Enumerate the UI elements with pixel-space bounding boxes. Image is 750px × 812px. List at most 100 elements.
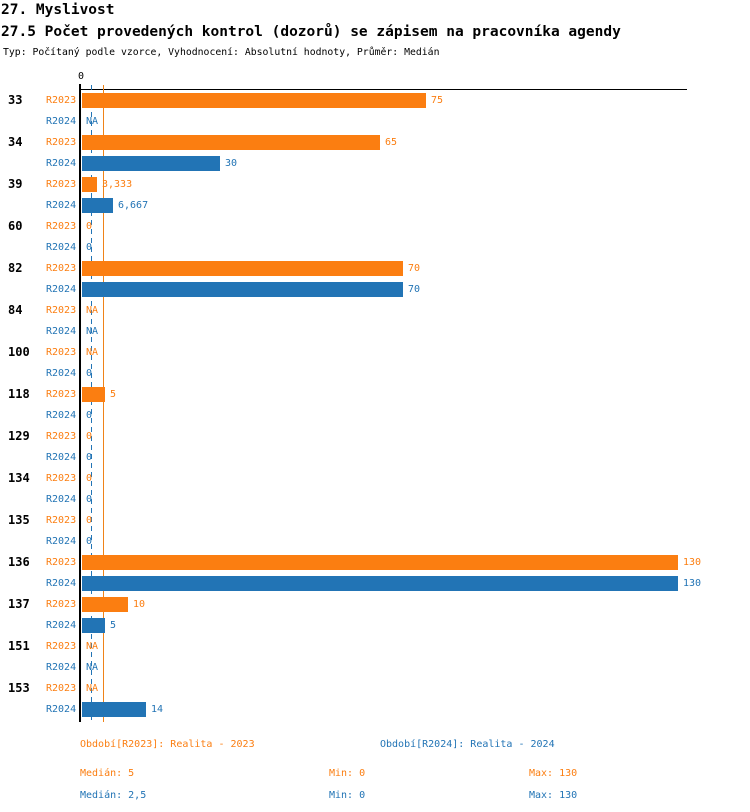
bar-r2023-136 — [82, 555, 678, 570]
value-label-r2023-134: 0 — [86, 473, 93, 484]
value-label-r2024-33: NA — [86, 116, 99, 127]
bar-r2023-33 — [82, 93, 426, 108]
stat-min-r2024: Min: 0 — [329, 790, 366, 801]
legend-entry-r2023: Období[R2023]: Realita - 2023 — [80, 739, 255, 750]
value-label-r2023-33: 75 — [431, 95, 444, 106]
stat-median-r2023: Medián: 5 — [80, 768, 135, 779]
bar-r2024-34 — [82, 156, 220, 171]
bar-r2023-137 — [82, 597, 128, 612]
series-label-r2023-137: R2023 — [46, 599, 77, 610]
value-label-r2023-118: 5 — [110, 389, 117, 400]
series-label-r2024-134: R2024 — [46, 494, 77, 505]
category-label-100: 100 — [8, 345, 30, 359]
category-label-136: 136 — [8, 555, 30, 569]
series-label-r2024-84: R2024 — [46, 326, 77, 337]
category-label-137: 137 — [8, 597, 30, 611]
category-label-60: 60 — [8, 219, 23, 233]
bar-r2023-39 — [82, 177, 97, 192]
bar-r2024-39 — [82, 198, 113, 213]
stat-median-r2024: Medián: 2,5 — [80, 790, 147, 801]
series-label-r2023-153: R2023 — [46, 683, 77, 694]
category-label-129: 129 — [8, 429, 30, 443]
series-label-r2023-134: R2023 — [46, 473, 77, 484]
category-label-84: 84 — [8, 303, 23, 317]
x-axis-line — [79, 89, 687, 90]
category-label-39: 39 — [8, 177, 23, 191]
value-label-r2023-100: NA — [86, 347, 99, 358]
value-label-r2024-34: 30 — [225, 158, 238, 169]
value-label-r2024-129: 0 — [86, 452, 93, 463]
value-label-r2024-135: 0 — [86, 536, 93, 547]
series-label-r2023-84: R2023 — [46, 305, 77, 316]
median-reference-line-r2023 — [103, 85, 104, 722]
y-axis-line — [79, 84, 81, 722]
legend-entry-r2024: Období[R2024]: Realita - 2024 — [380, 739, 555, 750]
bar-r2023-118 — [82, 387, 105, 402]
category-label-118: 118 — [8, 387, 30, 401]
value-label-r2024-82: 70 — [408, 284, 421, 295]
stat-max-r2023: Max: 130 — [529, 768, 578, 779]
value-label-r2023-60: 0 — [86, 221, 93, 232]
value-label-r2024-84: NA — [86, 326, 99, 337]
value-label-r2024-137: 5 — [110, 620, 117, 631]
value-label-r2024-100: 0 — [86, 368, 93, 379]
series-label-r2024-60: R2024 — [46, 242, 77, 253]
series-label-r2023-33: R2023 — [46, 95, 77, 106]
series-label-r2024-153: R2024 — [46, 704, 77, 715]
category-label-82: 82 — [8, 261, 23, 275]
series-label-r2024-118: R2024 — [46, 410, 77, 421]
category-label-153: 153 — [8, 681, 30, 695]
value-label-r2024-136: 130 — [683, 578, 702, 589]
bar-r2024-136 — [82, 576, 678, 591]
category-label-135: 135 — [8, 513, 30, 527]
value-label-r2024-153: 14 — [151, 704, 164, 715]
series-label-r2023-151: R2023 — [46, 641, 77, 652]
series-label-r2023-129: R2023 — [46, 431, 77, 442]
category-label-134: 134 — [8, 471, 30, 485]
value-label-r2024-118: 0 — [86, 410, 93, 421]
series-label-r2024-135: R2024 — [46, 536, 77, 547]
series-label-r2024-82: R2024 — [46, 284, 77, 295]
value-label-r2023-137: 10 — [133, 599, 146, 610]
series-label-r2023-135: R2023 — [46, 515, 77, 526]
series-label-r2024-39: R2024 — [46, 200, 77, 211]
value-label-r2024-60: 0 — [86, 242, 93, 253]
value-label-r2023-153: NA — [86, 683, 99, 694]
value-label-r2024-151: NA — [86, 662, 99, 673]
category-label-151: 151 — [8, 639, 30, 653]
series-label-r2023-34: R2023 — [46, 137, 77, 148]
series-label-r2024-136: R2024 — [46, 578, 77, 589]
value-label-r2023-136: 130 — [683, 557, 702, 568]
series-label-r2024-33: R2024 — [46, 116, 77, 127]
x-axis-zero-tick-label: 0 — [77, 71, 85, 82]
series-label-r2023-118: R2023 — [46, 389, 77, 400]
value-label-r2024-39: 6,667 — [118, 200, 149, 211]
value-label-r2023-129: 0 — [86, 431, 93, 442]
value-label-r2023-135: 0 — [86, 515, 93, 526]
series-label-r2024-151: R2024 — [46, 662, 77, 673]
series-label-r2024-34: R2024 — [46, 158, 77, 169]
chart-meta-line: Typ: Počítaný podle vzorce, Vyhodnocení:… — [3, 47, 440, 58]
series-label-r2023-136: R2023 — [46, 557, 77, 568]
stat-max-r2024: Max: 130 — [529, 790, 578, 801]
value-label-r2023-82: 70 — [408, 263, 421, 274]
series-label-r2023-82: R2023 — [46, 263, 77, 274]
category-label-34: 34 — [8, 135, 23, 149]
value-label-r2023-151: NA — [86, 641, 99, 652]
series-label-r2023-39: R2023 — [46, 179, 77, 190]
series-label-r2023-100: R2023 — [46, 347, 77, 358]
value-label-r2024-134: 0 — [86, 494, 93, 505]
value-label-r2023-39: 3,333 — [102, 179, 133, 190]
series-label-r2024-129: R2024 — [46, 452, 77, 463]
bar-r2024-153 — [82, 702, 146, 717]
chart-title: 27.5 Počet provedených kontrol (dozorů) … — [1, 24, 621, 40]
value-label-r2023-34: 65 — [385, 137, 398, 148]
value-label-r2023-84: NA — [86, 305, 99, 316]
bar-r2023-82 — [82, 261, 403, 276]
series-label-r2023-60: R2023 — [46, 221, 77, 232]
stat-min-r2023: Min: 0 — [329, 768, 366, 779]
bar-r2023-34 — [82, 135, 380, 150]
category-label-33: 33 — [8, 93, 23, 107]
bar-r2024-137 — [82, 618, 105, 633]
series-label-r2024-137: R2024 — [46, 620, 77, 631]
